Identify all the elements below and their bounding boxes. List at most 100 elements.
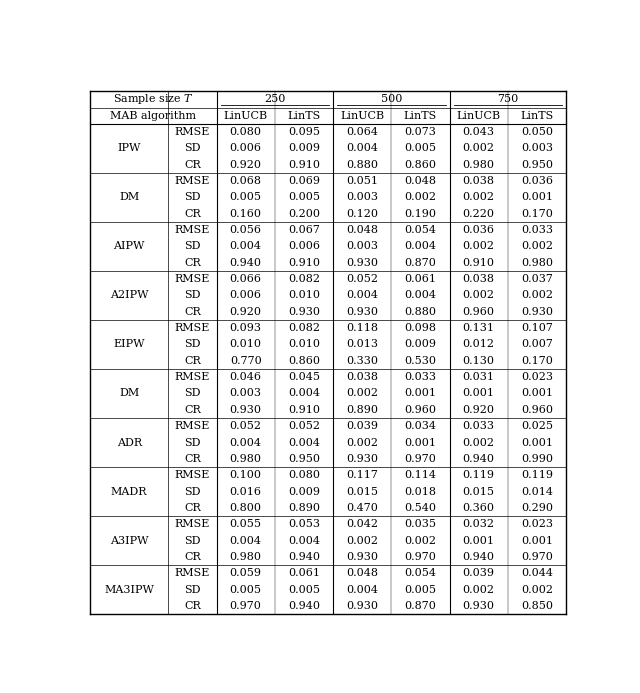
Text: 0.970: 0.970 bbox=[230, 601, 262, 611]
Text: 0.930: 0.930 bbox=[288, 307, 320, 317]
Text: RMSE: RMSE bbox=[175, 323, 210, 333]
Text: 0.048: 0.048 bbox=[346, 225, 378, 235]
Text: 0.980: 0.980 bbox=[521, 258, 553, 267]
Text: 0.034: 0.034 bbox=[404, 421, 436, 431]
Text: 0.005: 0.005 bbox=[404, 143, 436, 153]
Text: 0.800: 0.800 bbox=[230, 503, 262, 513]
Text: 0.052: 0.052 bbox=[346, 274, 378, 284]
Text: 0.005: 0.005 bbox=[288, 193, 320, 202]
Text: 0.870: 0.870 bbox=[404, 258, 436, 267]
Text: 0.050: 0.050 bbox=[521, 127, 553, 137]
Text: 0.860: 0.860 bbox=[288, 356, 320, 366]
Text: 0.930: 0.930 bbox=[346, 258, 378, 267]
Text: 0.010: 0.010 bbox=[288, 290, 320, 301]
Text: 0.048: 0.048 bbox=[346, 568, 378, 578]
Text: 0.930: 0.930 bbox=[346, 601, 378, 611]
Text: CR: CR bbox=[184, 258, 201, 267]
Text: SD: SD bbox=[184, 290, 201, 301]
Text: 0.009: 0.009 bbox=[288, 486, 320, 497]
Text: 0.044: 0.044 bbox=[521, 568, 553, 578]
Text: 0.170: 0.170 bbox=[521, 209, 553, 219]
Text: 0.930: 0.930 bbox=[346, 454, 378, 464]
Text: 0.004: 0.004 bbox=[346, 143, 378, 153]
Text: 0.004: 0.004 bbox=[288, 536, 320, 545]
Text: 0.940: 0.940 bbox=[463, 552, 495, 562]
Text: 0.054: 0.054 bbox=[404, 568, 436, 578]
Text: 0.120: 0.120 bbox=[346, 209, 378, 219]
Text: MAB algorithm: MAB algorithm bbox=[110, 111, 196, 121]
Text: A2IPW: A2IPW bbox=[110, 290, 148, 301]
Text: 0.530: 0.530 bbox=[404, 356, 436, 366]
Text: 0.001: 0.001 bbox=[521, 193, 553, 202]
Text: A3IPW: A3IPW bbox=[110, 536, 148, 545]
Text: 0.001: 0.001 bbox=[521, 536, 553, 545]
Text: 0.330: 0.330 bbox=[346, 356, 378, 366]
Text: 0.107: 0.107 bbox=[521, 323, 553, 333]
Text: 0.890: 0.890 bbox=[288, 503, 320, 513]
Text: SD: SD bbox=[184, 486, 201, 497]
Text: 0.940: 0.940 bbox=[230, 258, 262, 267]
Text: DM: DM bbox=[119, 389, 140, 398]
Text: 0.023: 0.023 bbox=[521, 519, 553, 529]
Text: 0.920: 0.920 bbox=[463, 405, 495, 415]
Text: 0.118: 0.118 bbox=[346, 323, 378, 333]
Text: 0.048: 0.048 bbox=[404, 176, 436, 186]
Text: 0.004: 0.004 bbox=[346, 585, 378, 595]
Text: 0.540: 0.540 bbox=[404, 503, 436, 513]
Text: 0.004: 0.004 bbox=[230, 241, 262, 252]
Text: 0.002: 0.002 bbox=[463, 241, 495, 252]
Text: SD: SD bbox=[184, 340, 201, 349]
Text: 0.160: 0.160 bbox=[230, 209, 262, 219]
Text: 0.032: 0.032 bbox=[463, 519, 495, 529]
Text: 0.001: 0.001 bbox=[521, 389, 553, 398]
Text: SD: SD bbox=[184, 536, 201, 545]
Text: 0.470: 0.470 bbox=[346, 503, 378, 513]
Text: MADR: MADR bbox=[111, 486, 147, 497]
Text: 0.073: 0.073 bbox=[404, 127, 436, 137]
Text: 0.005: 0.005 bbox=[288, 585, 320, 595]
Text: CR: CR bbox=[184, 454, 201, 464]
Text: 0.082: 0.082 bbox=[288, 274, 320, 284]
Text: 0.970: 0.970 bbox=[404, 454, 436, 464]
Text: 0.069: 0.069 bbox=[288, 176, 320, 186]
Text: 0.930: 0.930 bbox=[230, 405, 262, 415]
Text: 0.006: 0.006 bbox=[230, 143, 262, 153]
Text: AIPW: AIPW bbox=[113, 241, 145, 252]
Text: 0.038: 0.038 bbox=[463, 176, 495, 186]
Text: 0.001: 0.001 bbox=[463, 536, 495, 545]
Text: 0.001: 0.001 bbox=[404, 437, 436, 448]
Text: SD: SD bbox=[184, 241, 201, 252]
Text: 0.930: 0.930 bbox=[346, 307, 378, 317]
Text: MA3IPW: MA3IPW bbox=[104, 585, 154, 595]
Text: 0.053: 0.053 bbox=[288, 519, 320, 529]
Text: 0.004: 0.004 bbox=[288, 389, 320, 398]
Text: 0.002: 0.002 bbox=[404, 193, 436, 202]
Text: 0.015: 0.015 bbox=[346, 486, 378, 497]
Text: 0.039: 0.039 bbox=[346, 421, 378, 431]
Text: 0.037: 0.037 bbox=[521, 274, 553, 284]
Text: CR: CR bbox=[184, 552, 201, 562]
Text: 0.042: 0.042 bbox=[346, 519, 378, 529]
Text: SD: SD bbox=[184, 389, 201, 398]
Text: 0.095: 0.095 bbox=[288, 127, 320, 137]
Text: RMSE: RMSE bbox=[175, 568, 210, 578]
Text: 0.046: 0.046 bbox=[230, 372, 262, 382]
Text: 0.003: 0.003 bbox=[346, 241, 378, 252]
Text: 0.082: 0.082 bbox=[288, 323, 320, 333]
Text: CR: CR bbox=[184, 601, 201, 611]
Text: RMSE: RMSE bbox=[175, 372, 210, 382]
Text: SD: SD bbox=[184, 437, 201, 448]
Text: 0.002: 0.002 bbox=[521, 290, 553, 301]
Text: SD: SD bbox=[184, 193, 201, 202]
Text: CR: CR bbox=[184, 405, 201, 415]
Text: 0.056: 0.056 bbox=[230, 225, 262, 235]
Text: 0.080: 0.080 bbox=[288, 470, 320, 480]
Text: 0.014: 0.014 bbox=[521, 486, 553, 497]
Text: 0.860: 0.860 bbox=[404, 159, 436, 170]
Text: 0.045: 0.045 bbox=[288, 372, 320, 382]
Text: 0.940: 0.940 bbox=[463, 454, 495, 464]
Text: 0.910: 0.910 bbox=[288, 258, 320, 267]
Text: 0.093: 0.093 bbox=[230, 323, 262, 333]
Text: CR: CR bbox=[184, 356, 201, 366]
Text: 0.064: 0.064 bbox=[346, 127, 378, 137]
